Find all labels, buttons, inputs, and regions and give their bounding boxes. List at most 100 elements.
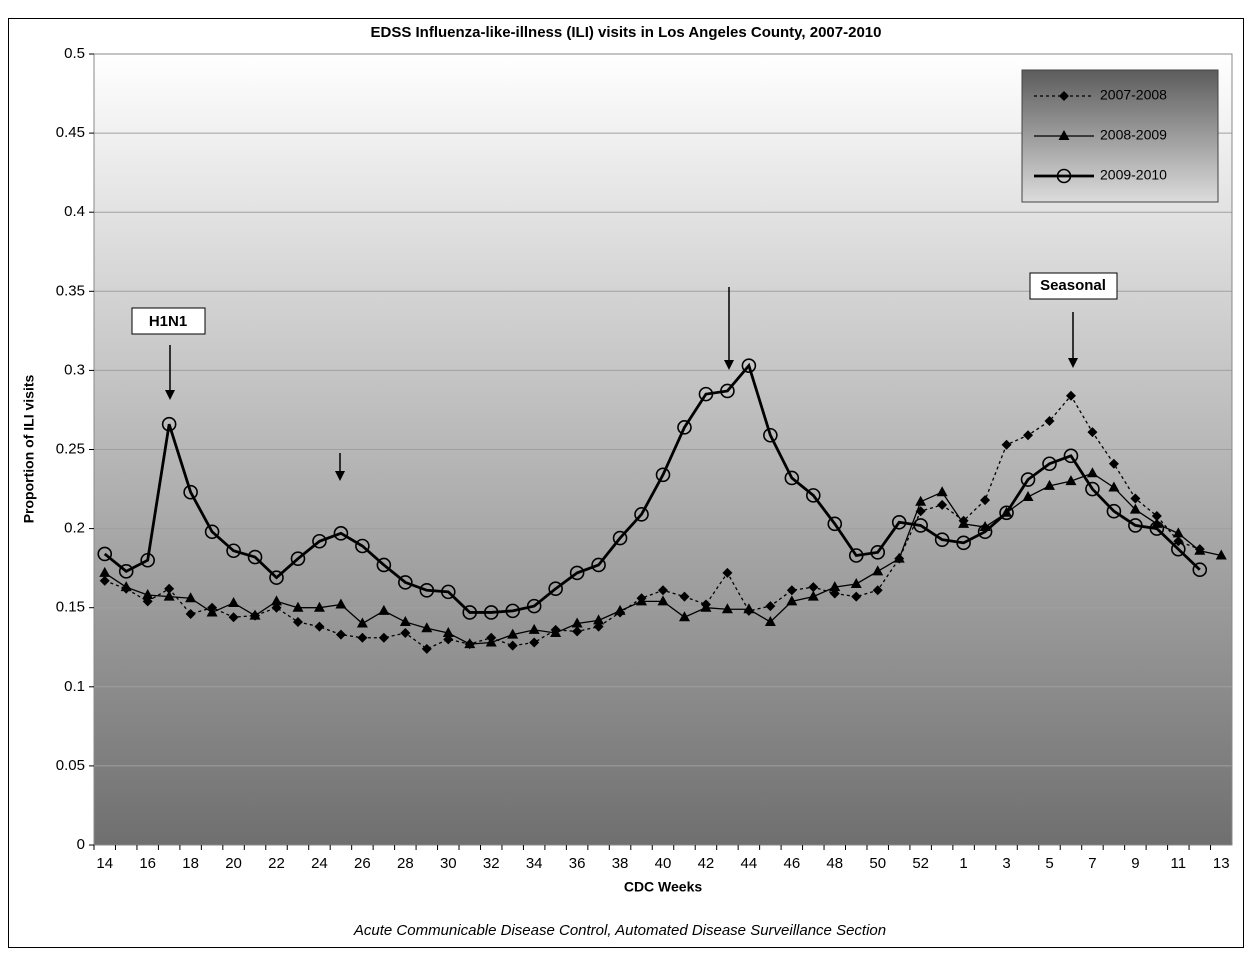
data-point [378,604,390,615]
data-point [314,621,325,632]
chart-title: EDSS Influenza-like-illness (ILI) visits… [371,24,882,41]
data-point [593,614,605,625]
x-tick-label: 44 [741,855,758,872]
arrow-head [724,360,734,370]
x-tick-label: 18 [182,855,199,872]
x-tick-label: 52 [912,855,929,872]
data-point [1086,467,1098,478]
data-point [872,585,883,596]
data-point [591,557,606,573]
y-tick-label: 0.5 [64,45,85,62]
data-point [677,420,692,435]
y-axis-label: Proportion of ILI visits [21,375,37,524]
data-point [142,589,154,600]
x-axis-label: CDC Weeks [624,879,703,895]
data-point [376,557,392,573]
data-point [226,543,241,559]
data-point [399,615,411,626]
data-point [183,484,198,500]
data-point [980,495,991,506]
legend-marker [1056,168,1072,184]
x-tick-label: 50 [869,855,886,872]
data-point [913,518,928,533]
x-tick-label: 22 [268,855,285,872]
data-point [915,495,927,506]
x-tick-label: 3 [1002,855,1010,872]
data-point [120,581,132,592]
x-tick-label: 16 [139,855,156,872]
data-point [636,595,648,606]
data-point [99,566,111,577]
data-point [827,516,843,532]
legend-label: 2009-2010 [1100,167,1167,183]
data-point [1106,503,1122,519]
data-point [204,524,220,540]
series-line [104,394,1201,650]
data-point [700,601,712,612]
data-point [1065,475,1077,486]
data-point [1151,510,1162,521]
arrow-head [165,390,175,400]
data-point [355,538,370,554]
data-point [505,603,520,619]
x-tick-label: 30 [440,855,457,872]
data-point [634,507,649,522]
data-point [678,611,690,622]
data-point [462,605,478,620]
data-point [550,627,562,638]
data-point [440,584,456,600]
data-point [808,582,819,593]
y-tick-label: 0.05 [56,757,85,774]
series-line [103,362,1201,614]
data-point [292,601,304,612]
data-point [333,526,349,541]
data-point [312,533,327,549]
data-point [400,628,411,639]
data-point [357,632,368,643]
data-point [1130,493,1141,504]
data-point [1215,549,1227,560]
y-tick-label: 0.45 [56,124,85,141]
data-point [934,532,950,547]
data-point [185,592,197,603]
legend-marker [1059,91,1069,101]
x-tick-label: 48 [826,855,843,872]
y-tick-label: 0.2 [64,520,85,537]
data-point [206,606,218,617]
legend-label: 2007-2008 [1100,87,1167,103]
x-tick-label: 46 [783,855,800,872]
data-point [571,617,583,628]
data-point [290,551,306,566]
y-tick-label: 0.25 [56,440,85,457]
legend-label: 2008-2009 [1100,127,1167,143]
x-tick-label: 26 [354,855,371,872]
data-point [1192,562,1208,578]
x-tick-label: 32 [483,855,500,872]
data-point [784,470,800,486]
data-point [1043,479,1055,490]
x-tick-label: 7 [1088,855,1096,872]
data-point [161,416,177,432]
data-point [335,629,346,640]
data-point [419,582,435,598]
arrow-head [335,471,345,481]
data-point [421,622,433,633]
data-point [1128,518,1143,533]
data-point [313,601,325,612]
annotation-box [1029,272,1118,300]
data-point [937,499,948,510]
data-point [269,570,284,585]
data-point [658,585,668,596]
annotation: H1N1 [149,313,187,330]
data-point [1023,430,1034,441]
data-point [97,546,113,562]
data-point [763,427,778,443]
data-point [526,598,542,614]
data-point [698,386,714,402]
data-point [99,575,110,586]
data-point [765,601,776,612]
data-point [720,383,735,399]
data-point [1129,503,1141,514]
